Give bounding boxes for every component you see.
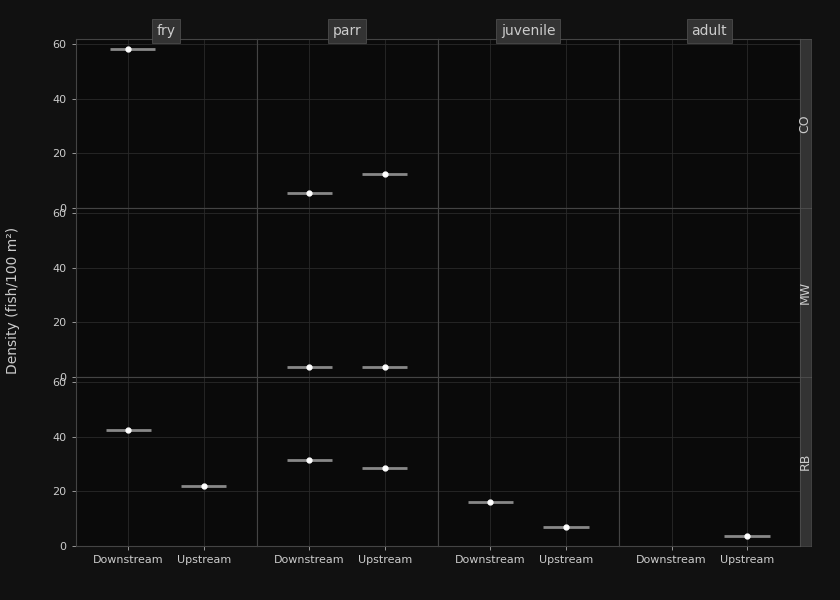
Title: parr: parr — [333, 24, 361, 38]
Text: MW: MW — [799, 281, 811, 304]
Text: RB: RB — [799, 453, 811, 470]
Title: fry: fry — [156, 24, 176, 38]
Text: Density (fish/100 m²): Density (fish/100 m²) — [6, 226, 19, 374]
Title: adult: adult — [691, 24, 727, 38]
Title: juvenile: juvenile — [501, 24, 555, 38]
Text: CO: CO — [799, 114, 811, 133]
